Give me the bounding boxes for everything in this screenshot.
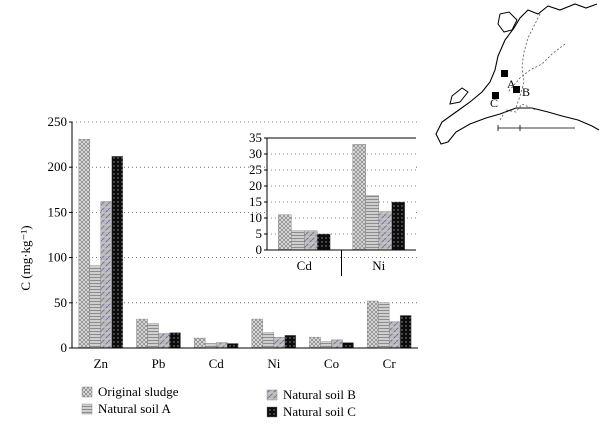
bar-pb-series-2	[158, 333, 170, 349]
bar-cd-series-1	[291, 230, 305, 251]
x-category-label: Cd	[297, 258, 313, 273]
map-border	[507, 43, 566, 93]
main-x-categories: Zn Pb Cd Ni Co Cr	[94, 356, 397, 371]
bar-ni-series-2	[378, 211, 392, 251]
x-category-label: Cr	[383, 356, 397, 371]
legend-label: Natural soil C	[283, 404, 356, 419]
bar-zn-series-0	[78, 138, 91, 349]
bar-ni-series-3	[284, 335, 297, 349]
bar-cr-series-1	[377, 302, 390, 349]
legend-swatch	[81, 386, 93, 398]
bar-cd-series-3	[226, 343, 239, 349]
y-tick-label: 50	[54, 295, 67, 310]
y-tick-label: 0	[256, 242, 263, 257]
site-label-c: C	[490, 96, 498, 110]
site-marker-b	[513, 86, 520, 93]
bar-zn-series-2	[100, 201, 113, 349]
bar-co-series-2	[331, 339, 343, 349]
bar-ni-series-0	[251, 318, 264, 349]
x-category-label: Pb	[152, 356, 166, 371]
bar-cd-series-3	[317, 233, 331, 251]
bar-cd-series-1	[204, 343, 217, 349]
bar-cd-series-0	[193, 337, 206, 349]
location-map: A B C	[435, 0, 600, 150]
legend-label: Natural soil A	[98, 401, 172, 416]
x-category-label: Co	[324, 356, 339, 371]
y-tick-label: 100	[48, 250, 68, 265]
main-bars	[78, 138, 412, 349]
bar-cr-series-0	[366, 300, 379, 349]
inset-axes	[266, 137, 416, 276]
legend-label: Natural soil B	[283, 387, 356, 402]
x-category-label: Ni	[372, 258, 385, 273]
map-border	[515, 13, 541, 109]
bar-zn-series-3	[111, 156, 124, 349]
y-tick-label: 20	[249, 178, 262, 193]
y-tick-label: 25	[249, 162, 262, 177]
site-marker-c	[492, 92, 499, 99]
bar-cr-series-2	[388, 321, 401, 349]
legend: Original sludge Natural soil A Natural soi…	[81, 384, 356, 419]
inset-x-categories: Cd Ni	[297, 258, 386, 273]
map-frame	[435, 0, 600, 150]
legend-label: Original sludge	[98, 384, 179, 399]
x-category-label: Zn	[94, 356, 109, 371]
y-tick-label: 150	[48, 204, 68, 219]
bar-co-series-3	[342, 342, 354, 349]
y-tick-label: 5	[256, 226, 263, 241]
x-category-label: Ni	[267, 356, 280, 371]
bar-cd-series-2	[304, 230, 318, 251]
site-label-b: B	[522, 85, 530, 99]
map-peninsula	[497, 11, 518, 33]
inset-bars	[278, 144, 405, 251]
legend-swatch	[81, 403, 93, 415]
bar-pb-series-1	[147, 323, 159, 349]
legend-swatch	[266, 406, 278, 418]
y-tick-label: 30	[249, 146, 262, 161]
map-island	[449, 87, 469, 105]
bar-zn-series-1	[89, 265, 102, 349]
y-axis-label: C (mg·kg⁻¹)	[18, 225, 33, 290]
y-tick-label: 35	[249, 130, 262, 145]
bar-ni-series-1	[365, 195, 379, 251]
bar-co-series-0	[309, 336, 321, 349]
map-coastline	[435, 3, 600, 145]
bar-ni-series-2	[273, 336, 286, 349]
bar-cr-series-3	[399, 315, 412, 349]
bar-cd-series-2	[215, 342, 228, 349]
bar-co-series-1	[320, 341, 332, 349]
bar-ni-series-0	[352, 144, 366, 251]
main-axes	[71, 122, 418, 349]
main-y-ticks: 0 50 100 150 200 250	[48, 114, 72, 355]
y-tick-label: 10	[249, 210, 262, 225]
bar-cd-series-0	[278, 214, 292, 251]
y-tick-label: 250	[48, 114, 68, 129]
y-tick-label: 0	[61, 340, 68, 355]
bar-ni-series-1	[262, 332, 275, 349]
x-category-label: Cd	[209, 356, 225, 371]
site-label-a: A	[507, 77, 516, 91]
y-tick-label: 15	[249, 194, 262, 209]
map-scale-bar	[497, 125, 575, 131]
map-border	[499, 103, 537, 121]
bar-pb-series-0	[136, 318, 148, 349]
legend-swatch	[266, 389, 278, 401]
bar-ni-series-3	[391, 201, 405, 251]
bar-pb-series-3	[169, 332, 181, 349]
site-marker-a	[501, 70, 508, 77]
y-tick-label: 200	[48, 159, 68, 174]
